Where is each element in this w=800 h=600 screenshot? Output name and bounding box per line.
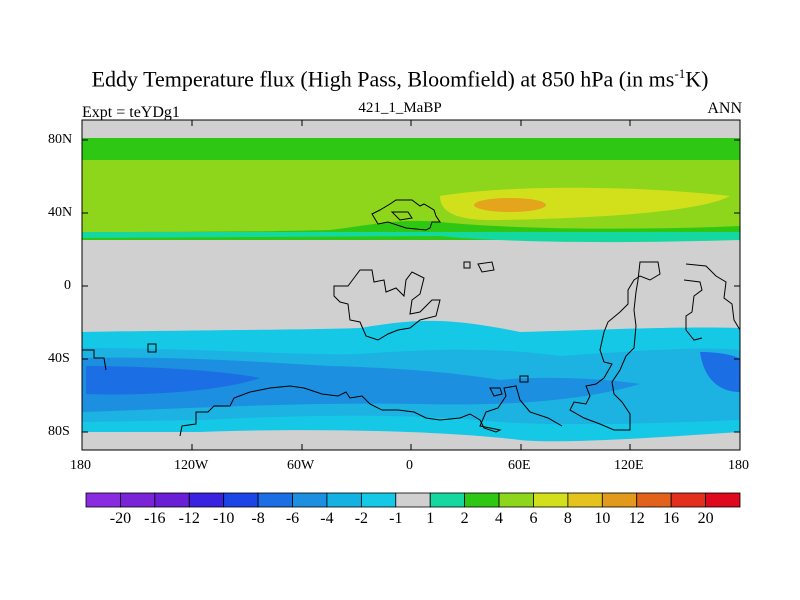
- colorbar-label: 12: [628, 510, 645, 527]
- coastline-island-2: [477, 261, 495, 273]
- coastline-mediterranean: [390, 211, 413, 221]
- colorbar-label: -6: [285, 510, 300, 527]
- colorbar-label: -8: [251, 510, 265, 527]
- y-tick-40n: 40N: [48, 205, 73, 220]
- colorbar-swatch: [567, 492, 603, 508]
- colorbar-swatch: [498, 492, 534, 508]
- nh-teal-edge: [82, 232, 740, 243]
- coastline-small-island: [147, 343, 157, 353]
- coastline-east-peninsula: [683, 279, 703, 341]
- x-tick-120w: 120W: [174, 458, 209, 473]
- title-unit: K): [685, 66, 709, 92]
- y-tick-40s: 40S: [48, 351, 70, 366]
- colorbar-label: -16: [144, 510, 166, 527]
- coastline-island-4: [519, 375, 529, 383]
- colorbar-swatch: [429, 492, 466, 508]
- experiment-label: Expt = teYDg1: [82, 104, 180, 121]
- x-tick-180e: 180: [728, 458, 749, 473]
- colorbar-label: 16: [663, 510, 680, 527]
- colorbar-label: -12: [178, 510, 200, 527]
- y-tick-80n: 80N: [48, 132, 73, 147]
- x-tick-180w: 180: [70, 458, 91, 473]
- colorbar-label: 2: [460, 510, 469, 527]
- title-main: Eddy Temperature flux (High Pass, Bloomf…: [91, 66, 675, 92]
- colorbar-swatch: [395, 492, 431, 508]
- colorbar: [85, 492, 741, 508]
- colorbar-swatch: [705, 492, 741, 508]
- colorbar-swatch: [464, 492, 500, 508]
- x-tick-60e: 60E: [508, 458, 531, 473]
- title-superscript: -1: [674, 66, 686, 81]
- colorbar-swatch: [326, 492, 362, 508]
- coastline-antarctic: [179, 385, 563, 437]
- coastline-west-edge: [82, 349, 107, 371]
- colorbar-swatch: [533, 492, 569, 508]
- colorbar-swatch: [292, 492, 328, 508]
- colorbar-label: 8: [563, 510, 572, 527]
- run-label: 421_1_MaBP: [358, 100, 442, 116]
- sh-blue-band: [82, 357, 640, 412]
- colorbar-swatch: [636, 492, 672, 508]
- colorbar-swatch: [360, 492, 397, 508]
- colorbar-label: 10: [594, 510, 611, 527]
- coastline-eastern-landmass: [569, 261, 661, 431]
- y-tick-0: 0: [64, 278, 71, 293]
- colorbar-swatch: [85, 492, 121, 508]
- colorbar-label: -20: [109, 510, 132, 527]
- nh-yellow-core: [440, 187, 730, 221]
- colorbar-swatch: [188, 492, 225, 508]
- sh-darkblue-east: [700, 352, 740, 392]
- y-tick-80s: 80S: [48, 424, 70, 439]
- tick-marks: [82, 120, 740, 450]
- coastline-europe-africa: [371, 199, 441, 231]
- x-tick-120e: 120E: [614, 458, 644, 473]
- x-tick-0: 0: [406, 458, 413, 473]
- colorbar-label: -4: [320, 510, 334, 527]
- coastline-island-1: [463, 261, 471, 269]
- colorbar-swatch: [223, 492, 259, 508]
- colorbar-swatch: [670, 492, 706, 508]
- colorbar-swatch: [120, 492, 156, 508]
- colorbar-label: -2: [354, 510, 369, 527]
- coastline-southern-landmass: [333, 269, 441, 341]
- coastline-island-3: [489, 387, 503, 397]
- colorbar-swatch: [601, 492, 638, 508]
- nh-orange-max: [474, 198, 546, 212]
- colorbar-swatch: [154, 492, 190, 508]
- coastlines: [82, 199, 740, 437]
- colorbar-label: 4: [495, 510, 504, 527]
- colorbar-label: 1: [426, 510, 435, 527]
- season-label: ANN: [707, 100, 742, 117]
- map-field: [82, 120, 740, 450]
- colorbar-swatch: [257, 492, 293, 508]
- x-tick-60w: 60W: [287, 458, 315, 473]
- colorbar-label: -1: [389, 510, 403, 527]
- map-title: Eddy Temperature flux (High Pass, Bloomf…: [0, 66, 800, 92]
- coastline-northeast: [685, 263, 740, 331]
- colorbar-label: 20: [697, 510, 714, 527]
- colorbar-label: 6: [529, 510, 538, 527]
- colorbar-label: -10: [213, 510, 235, 527]
- sh-darkblue-core: [86, 366, 260, 395]
